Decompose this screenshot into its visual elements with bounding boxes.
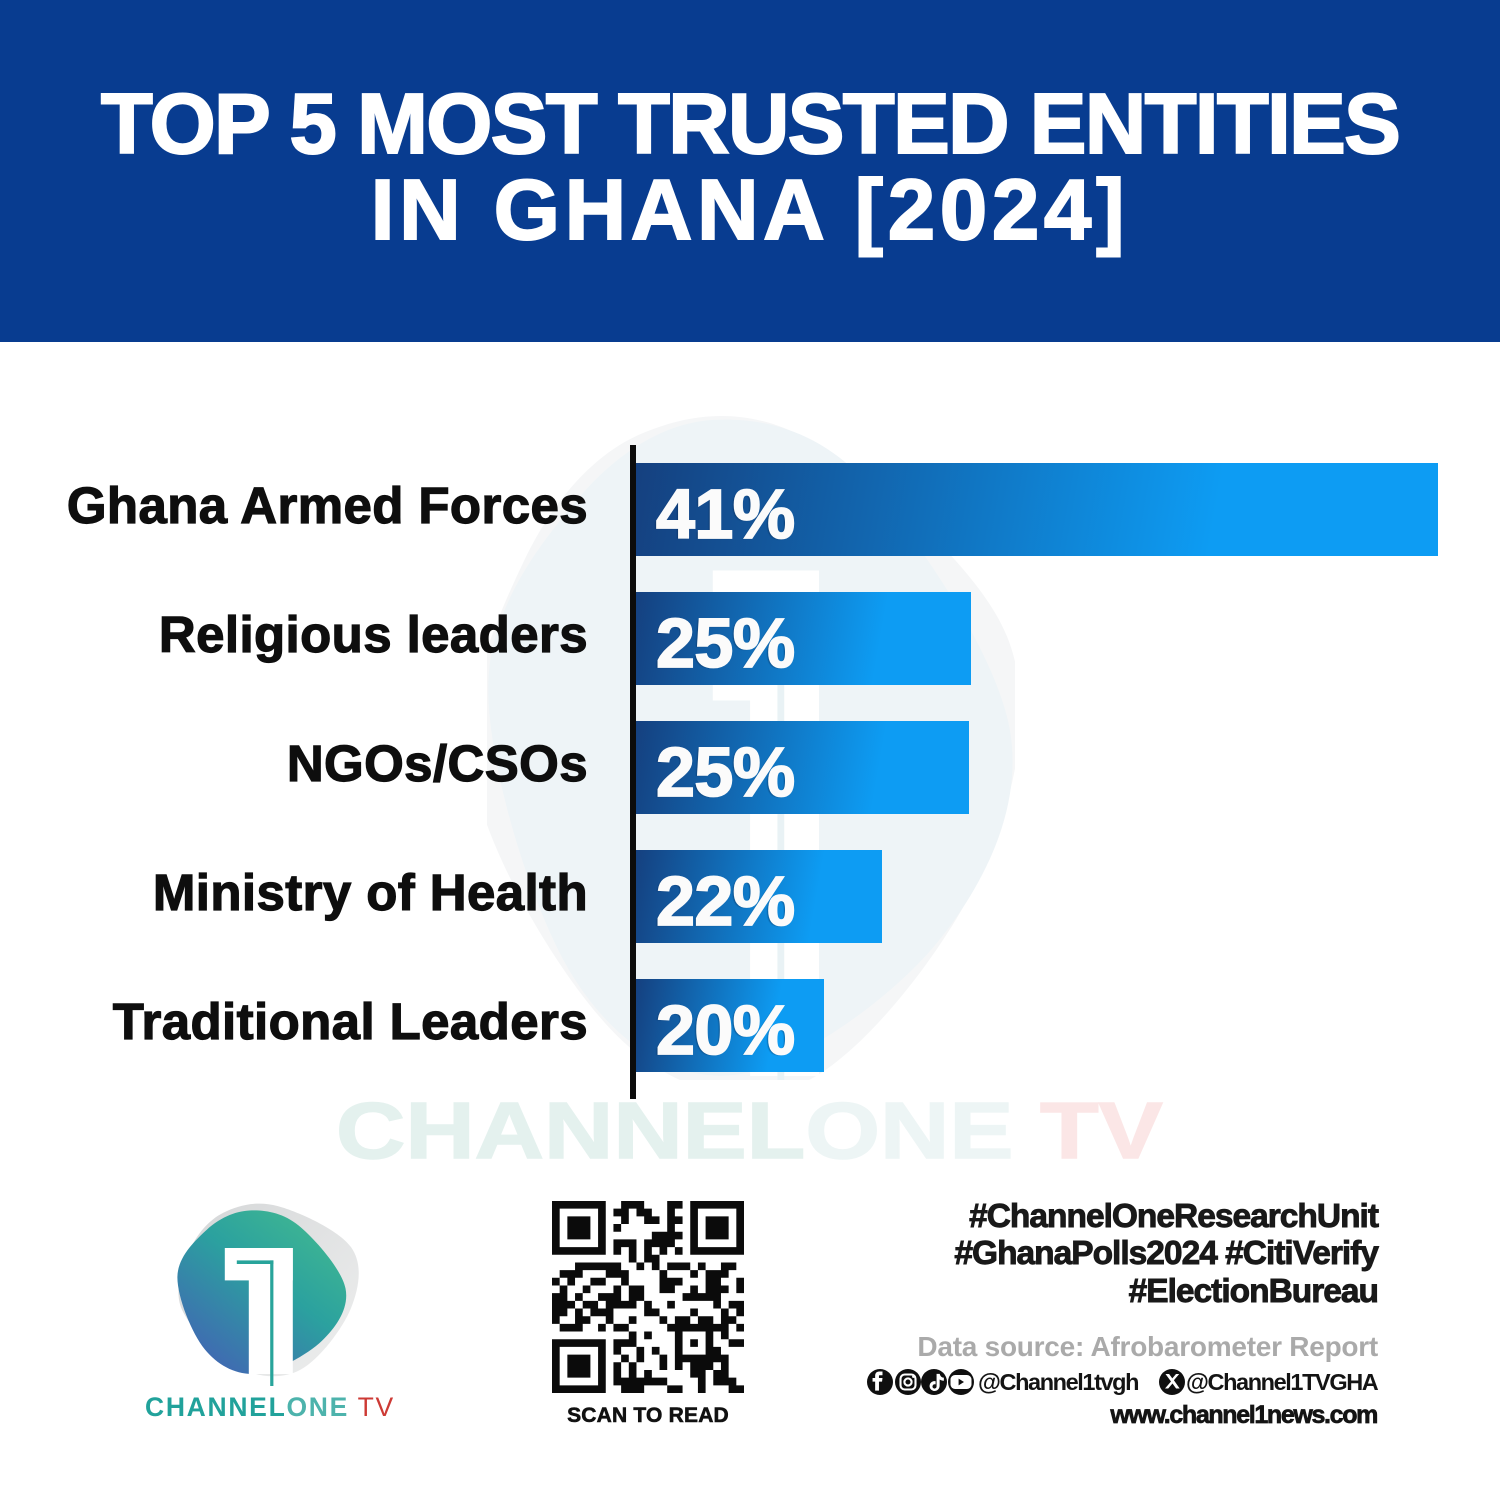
svg-text:@Channel1TVGHA: @Channel1TVGHA — [1186, 1369, 1379, 1395]
svg-text:CHANNELONE TV: CHANNELONE TV — [145, 1392, 395, 1422]
svg-text:@Channel1tvgh: @Channel1tvgh — [978, 1369, 1138, 1395]
